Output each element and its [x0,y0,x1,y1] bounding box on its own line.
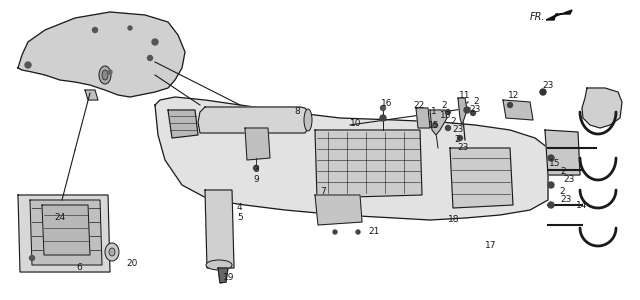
Circle shape [540,89,546,95]
Circle shape [433,122,438,128]
Text: 2: 2 [559,188,564,196]
Polygon shape [155,97,548,220]
Text: 23: 23 [542,82,554,91]
Text: 16: 16 [381,98,392,107]
Text: 12: 12 [508,92,520,100]
Polygon shape [218,268,228,283]
Text: 21: 21 [368,227,380,236]
Circle shape [147,56,152,61]
Text: 6: 6 [76,263,82,272]
Text: 22: 22 [413,100,424,109]
Polygon shape [205,190,234,268]
Polygon shape [30,200,102,265]
Text: 23: 23 [457,143,468,152]
Circle shape [445,125,451,130]
Ellipse shape [102,70,108,80]
Text: 4: 4 [237,203,243,212]
Text: 20: 20 [126,259,138,268]
Text: 10: 10 [350,119,362,128]
Text: 15: 15 [428,121,440,130]
Polygon shape [430,110,447,135]
Text: 19: 19 [223,274,234,283]
Text: 2: 2 [454,136,460,145]
Polygon shape [315,130,422,198]
Text: FR.: FR. [530,12,545,22]
Text: 14: 14 [576,200,588,209]
Text: 1: 1 [431,106,436,116]
Text: 2: 2 [560,167,566,176]
Circle shape [445,110,451,115]
Circle shape [381,106,385,110]
Polygon shape [42,205,90,255]
Ellipse shape [304,109,312,131]
Text: 2: 2 [441,101,447,110]
Text: 15: 15 [549,158,561,167]
Circle shape [464,107,470,113]
Text: 5: 5 [237,212,243,221]
Text: 23: 23 [452,125,463,134]
Circle shape [356,230,360,234]
Circle shape [508,103,513,107]
Text: 23: 23 [469,106,481,115]
Ellipse shape [105,243,119,261]
Circle shape [93,28,97,32]
Text: 18: 18 [448,215,460,224]
Ellipse shape [206,260,232,270]
Circle shape [470,110,476,116]
Ellipse shape [109,248,115,256]
Text: 13: 13 [440,112,451,121]
Polygon shape [315,195,362,225]
Text: 7: 7 [320,188,326,196]
Text: 23: 23 [560,196,572,205]
Polygon shape [545,130,580,175]
Circle shape [548,182,554,188]
Text: 2: 2 [450,118,456,127]
Polygon shape [546,10,572,20]
Polygon shape [168,110,198,138]
Circle shape [29,256,35,260]
Polygon shape [458,98,467,125]
Polygon shape [416,108,430,128]
Text: 24: 24 [54,214,65,223]
Polygon shape [18,12,185,97]
Circle shape [128,26,132,30]
Circle shape [548,202,554,208]
Polygon shape [18,195,110,272]
Polygon shape [503,100,533,120]
Polygon shape [582,88,622,128]
Text: 2: 2 [473,98,479,106]
Text: 3: 3 [253,166,259,175]
Text: 17: 17 [485,241,497,250]
Circle shape [333,230,337,234]
Text: 8: 8 [294,106,300,116]
Circle shape [25,62,31,68]
Polygon shape [245,128,270,160]
Polygon shape [85,90,98,100]
Circle shape [458,136,463,140]
Polygon shape [198,107,308,133]
Circle shape [152,39,158,45]
Text: 11: 11 [459,91,470,100]
Circle shape [380,115,386,121]
Circle shape [253,166,259,170]
Ellipse shape [99,66,111,84]
Text: 9: 9 [253,176,259,184]
Polygon shape [450,148,513,208]
Circle shape [548,155,554,161]
Text: 23: 23 [563,176,574,184]
Circle shape [108,70,112,74]
